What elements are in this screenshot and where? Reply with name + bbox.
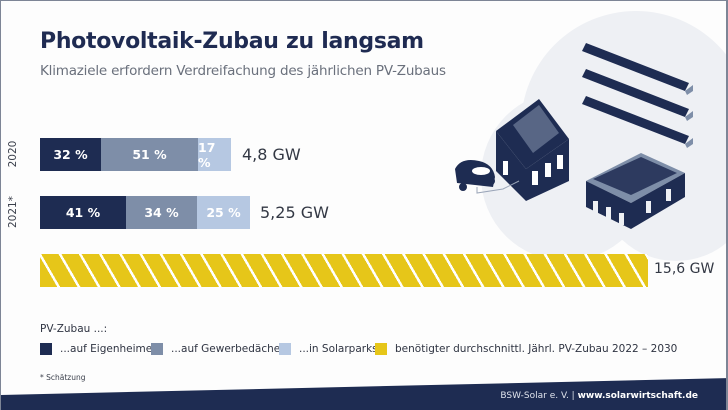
footer-credit: BSW-Solar e. V. | www.solarwirtschaft.de [500, 391, 698, 401]
legend-swatch [40, 343, 52, 355]
footnote: * Schätzung [40, 373, 86, 382]
legend-item-gewerbe: ...auf Gewerbedächern [151, 343, 291, 355]
bar-2020: 32 % 51 % 17 % [40, 138, 231, 171]
electric-car-icon [455, 160, 520, 194]
legend-label: benötigter durchschnittl. Jährl. PV-Zuba… [395, 343, 678, 355]
solar-illustration [455, 43, 693, 229]
total-2021: 5,25 GW [260, 203, 329, 222]
footer-url[interactable]: www.solarwirtschaft.de [577, 391, 698, 401]
legend-label: ...auf Eigenheimen [60, 343, 159, 355]
legend-swatch [279, 343, 291, 355]
legend-item-eigenheime: ...auf Eigenheimen [40, 343, 159, 355]
total-2020: 4,8 GW [242, 145, 301, 164]
legend-heading: PV-Zubau ...: [40, 323, 108, 335]
page-title: Photovoltaik-Zubau zu langsam [40, 29, 424, 54]
legend-item-benoetigt: benötigter durchschnittl. Jährl. PV-Zuba… [375, 343, 677, 355]
segment-eigenheime: 41 % [40, 196, 126, 229]
house-icon [496, 99, 569, 201]
legend-swatch [375, 343, 387, 355]
legend-swatch [151, 343, 163, 355]
segment-gewerbe: 34 % [126, 196, 197, 229]
commercial-building-icon [586, 153, 685, 229]
total-required: 15,6 GW [654, 261, 715, 277]
page-subtitle: Klimaziele erfordern Verdreifachung des … [40, 63, 446, 79]
legend-label: ...auf Gewerbedächern [171, 343, 291, 355]
bar-required-2022-2030 [40, 254, 648, 287]
year-label-2020: 2020 [7, 140, 19, 168]
legend-label: ...in Solarparks [299, 343, 378, 355]
year-label-2021: 2021* [7, 196, 19, 228]
segment-solarparks: 25 % [197, 196, 250, 229]
bar-2021: 41 % 34 % 25 % [40, 196, 250, 229]
segment-eigenheime: 32 % [40, 138, 101, 171]
solar-park-icon [582, 43, 693, 148]
segment-solarparks: 17 % [198, 138, 231, 171]
segment-gewerbe: 51 % [101, 138, 198, 171]
legend-item-solarparks: ...in Solarparks [279, 343, 378, 355]
footer-org: BSW-Solar e. V. | [500, 391, 578, 401]
